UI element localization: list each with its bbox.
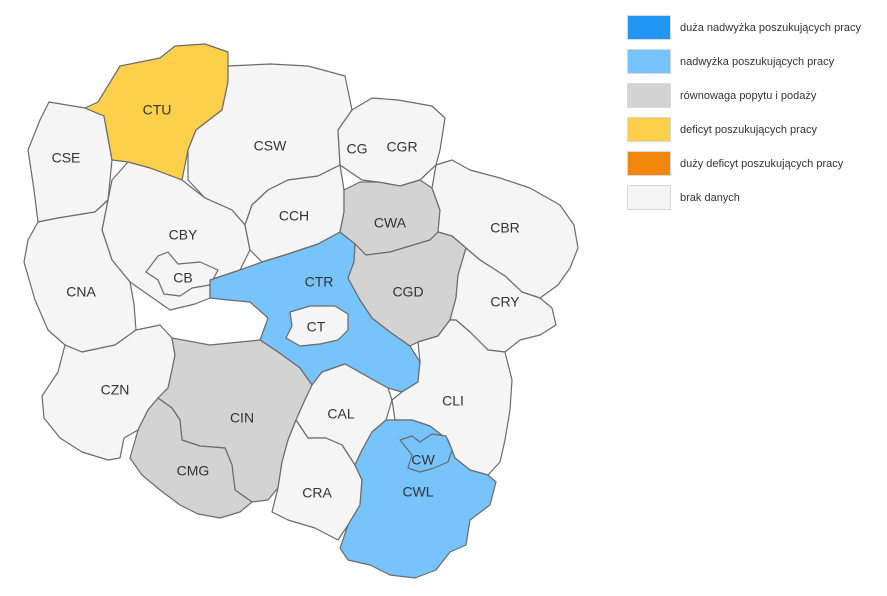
- legend-swatch: [627, 49, 671, 74]
- region-cwl[interactable]: [339, 419, 497, 579]
- legend-label: duży deficyt poszukujących pracy: [680, 157, 844, 170]
- legend-swatch: [627, 15, 671, 40]
- legend-swatch: [627, 117, 671, 142]
- county-map: CSE CTU CSW CG CGR CBY CB CCH CWA CBR CN…: [23, 43, 579, 579]
- region-cry[interactable]: [449, 247, 557, 353]
- regions-layer: [23, 43, 579, 579]
- legend: duża nadwyżka poszukujących pracy nadwyż…: [627, 15, 861, 219]
- legend-item-brak-danych[interactable]: brak danych: [627, 185, 861, 210]
- region-ct[interactable]: [285, 305, 349, 347]
- region-cra[interactable]: [271, 419, 363, 541]
- legend-swatch: [627, 185, 671, 210]
- legend-swatch: [627, 151, 671, 176]
- region-cgr[interactable]: [337, 97, 446, 187]
- legend-swatch: [627, 83, 671, 108]
- region-cb[interactable]: [145, 251, 219, 297]
- legend-item-duza-nadwyzka[interactable]: duża nadwyżka poszukujących pracy: [627, 15, 861, 40]
- region-cmg[interactable]: [129, 397, 253, 519]
- legend-item-nadwyzka[interactable]: nadwyżka poszukujących pracy: [627, 49, 861, 74]
- legend-label: równowaga popytu i podaży: [680, 89, 817, 102]
- region-cse[interactable]: [27, 101, 113, 223]
- legend-label: brak danych: [680, 191, 740, 204]
- legend-item-deficyt[interactable]: deficyt poszukujących pracy: [627, 117, 861, 142]
- region-cw[interactable]: [399, 433, 453, 473]
- legend-label: nadwyżka poszukujących pracy: [680, 55, 835, 68]
- legend-item-duzy-deficyt[interactable]: duży deficyt poszukujących pracy: [627, 151, 861, 176]
- legend-label: deficyt poszukujących pracy: [680, 123, 817, 136]
- legend-label: duża nadwyżka poszukujących pracy: [680, 21, 861, 34]
- legend-item-rownowaga[interactable]: równowaga popytu i podaży: [627, 83, 861, 108]
